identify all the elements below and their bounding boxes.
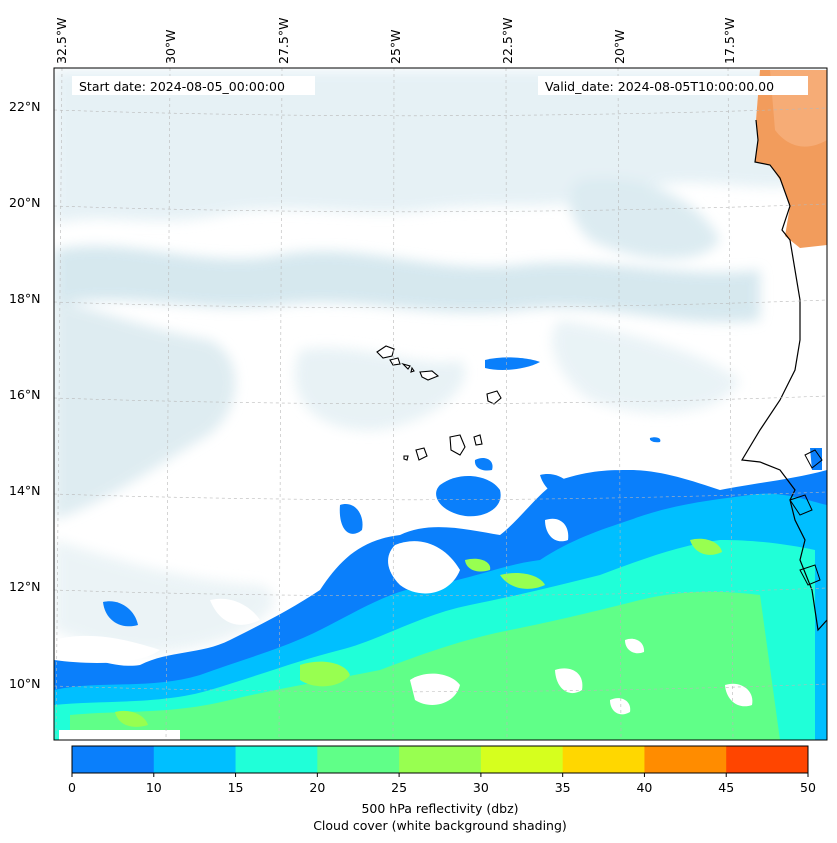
colorbar-segment bbox=[153, 746, 237, 773]
refl-patch-h bbox=[649, 437, 661, 443]
lat-label: 18°N bbox=[9, 291, 41, 306]
cloud-patch-4 bbox=[551, 320, 740, 414]
longitude-labels: 32.5°W 30°W 27.5°W 25°W 22.5°W 20°W 17.5… bbox=[54, 18, 737, 64]
refl-patch-a bbox=[436, 475, 501, 517]
lon-label: 20°W bbox=[612, 29, 627, 64]
refl-cell-25d bbox=[115, 710, 148, 727]
valid-date-box bbox=[538, 76, 808, 95]
cloud-cover-layer bbox=[54, 70, 827, 653]
lat-label: 10°N bbox=[9, 676, 41, 691]
lon-label: 17.5°W bbox=[722, 18, 737, 64]
colorbar-segment bbox=[480, 746, 564, 773]
refl-cell-25a bbox=[300, 661, 350, 687]
africa-coastline bbox=[741, 119, 827, 632]
colorbar-tick-label: 10 bbox=[146, 780, 162, 795]
colorbar-label-line1: 500 hPa reflectivity (dbz) bbox=[361, 801, 518, 816]
refl-patch-g bbox=[810, 448, 822, 470]
map-frame bbox=[53, 67, 828, 741]
colorbar-label-line2: Cloud cover (white background shading) bbox=[313, 818, 567, 833]
cape-verde-islands bbox=[376, 345, 502, 461]
lon-label: 32.5°W bbox=[54, 18, 69, 64]
start-date-box bbox=[72, 76, 315, 95]
lat-label: 14°N bbox=[9, 483, 41, 498]
start-date-label: Start date: 2024-08-05_00:00:00 bbox=[79, 79, 285, 94]
colorbar-segment bbox=[726, 746, 809, 773]
colorbar-tick-label: 15 bbox=[228, 780, 244, 795]
refl-patch-e bbox=[103, 601, 138, 627]
lat-label: 20°N bbox=[9, 195, 41, 210]
cloud-patch-3 bbox=[54, 540, 275, 653]
latitude-labels: 22°N 20°N 18°N 16°N 14°N 12°N 10°N bbox=[9, 99, 41, 691]
lon-label: 30°W bbox=[163, 29, 178, 64]
refl-patch-f bbox=[540, 474, 578, 500]
colorbar-segment bbox=[562, 746, 645, 773]
colorbar-tick-label: 0 bbox=[68, 780, 76, 795]
refl-clear-areas bbox=[54, 518, 753, 740]
colorbar: 0 10 15 20 25 30 35 40 45 50 bbox=[68, 745, 816, 795]
colorbar-segment bbox=[317, 746, 400, 773]
refl-cell-25e bbox=[465, 558, 491, 572]
colorbar-tick-label: 50 bbox=[800, 780, 816, 795]
lat-label: 22°N bbox=[9, 99, 41, 114]
colorbar-tick-label: 20 bbox=[309, 780, 325, 795]
lon-label: 27.5°W bbox=[276, 18, 291, 64]
colorbar-tick-label: 30 bbox=[473, 780, 489, 795]
lon-label: 22.5°W bbox=[500, 18, 515, 64]
coastline-detail bbox=[789, 449, 823, 586]
cloud-band-west bbox=[54, 300, 236, 520]
colorbar-segment bbox=[644, 746, 727, 773]
graticule bbox=[54, 68, 827, 740]
colorbar-tick-label: 40 bbox=[636, 780, 652, 795]
refl-patch-b bbox=[339, 504, 363, 534]
lon-label: 25°W bbox=[388, 29, 403, 64]
colorbar-segment bbox=[235, 746, 318, 773]
valid-date-label: Valid_date: 2024-08-05T10:00:00.00 bbox=[545, 79, 774, 94]
refl-patch-c bbox=[485, 357, 540, 370]
colorbar-tick-label: 25 bbox=[391, 780, 407, 795]
cloud-patch-2 bbox=[569, 178, 720, 259]
cloud-patch-1 bbox=[294, 347, 466, 431]
colorbar-frame bbox=[71, 745, 809, 774]
refl-cell-25c bbox=[690, 538, 722, 555]
cloud-band-middle bbox=[54, 246, 760, 323]
colorbar-segment bbox=[72, 746, 155, 773]
refl-cell-25b bbox=[500, 573, 545, 589]
map-content bbox=[54, 68, 827, 740]
lat-label: 12°N bbox=[9, 579, 41, 594]
colorbar-tick-label: 45 bbox=[718, 780, 734, 795]
refl-patch-d bbox=[474, 458, 493, 471]
colorbar-tick-label: 35 bbox=[555, 780, 571, 795]
colorbar-segment bbox=[399, 746, 482, 773]
lat-label: 16°N bbox=[9, 387, 41, 402]
refl-layer-20 bbox=[70, 591, 780, 740]
